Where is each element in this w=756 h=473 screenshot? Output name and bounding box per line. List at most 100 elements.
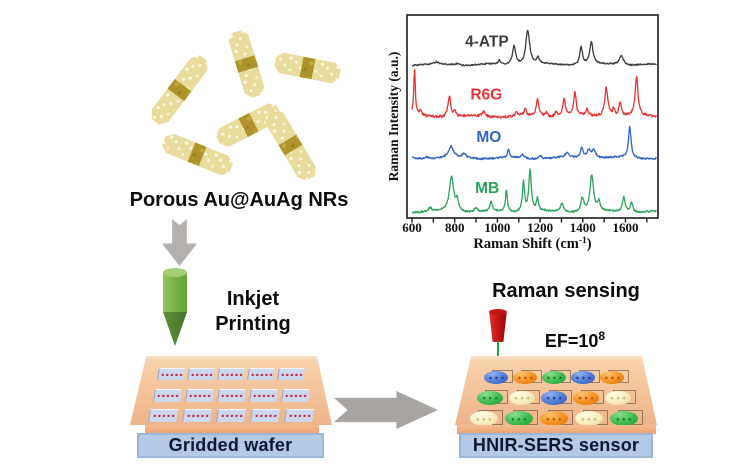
droplet-dots	[544, 395, 564, 402]
wafer-row	[130, 389, 332, 402]
raman-probe-body	[489, 313, 507, 342]
sensor-cell	[600, 370, 630, 384]
gridded-wafer-label: Gridded wafer	[168, 435, 293, 455]
printed-ink-dots	[188, 394, 211, 398]
sensor-cell	[477, 390, 508, 405]
wafer-cell	[277, 368, 305, 380]
wafer-cell	[184, 389, 214, 402]
analyte-droplet	[541, 391, 567, 405]
wafer-cell	[216, 409, 246, 422]
gridded-wafer-base: Gridded wafer	[137, 433, 324, 458]
wafer-cell	[280, 389, 310, 402]
sensor-cell	[575, 410, 608, 426]
droplet-dots	[574, 374, 592, 381]
droplet-dots	[545, 374, 563, 381]
printed-ink-dots	[284, 394, 307, 398]
nanorod	[147, 52, 212, 129]
sensor-cell	[470, 410, 503, 426]
x-tick-label: 1000	[484, 220, 510, 235]
nanorod	[273, 51, 342, 84]
droplet-dots	[509, 415, 529, 423]
analyte-droplet	[505, 411, 533, 426]
sensor-cell	[571, 370, 601, 384]
printed-ink-dots	[156, 394, 179, 398]
raman-probe-top	[489, 309, 507, 315]
analyte-droplet	[513, 371, 537, 384]
droplet-dots	[603, 374, 621, 381]
analyte-droplet	[600, 371, 624, 384]
analyte-droplet	[477, 391, 503, 405]
droplet-dots	[544, 415, 564, 423]
analyte-droplet	[573, 391, 599, 405]
wafer-cell	[247, 368, 275, 380]
printed-ink-dots	[288, 414, 311, 418]
nanorod	[226, 28, 266, 99]
wafer-cell	[157, 368, 185, 380]
sensor-cell	[540, 410, 573, 426]
porous-nanorods-label: Porous Au@AuAg NRs	[129, 189, 349, 211]
inkjet-nozzle-top	[163, 268, 187, 277]
nanorod-band	[299, 57, 315, 80]
droplet-dots	[608, 395, 628, 402]
wafer-row	[130, 409, 332, 422]
printed-ink-dots	[160, 372, 183, 377]
printed-ink-dots	[220, 394, 243, 398]
printed-ink-dots	[220, 372, 243, 377]
printed-ink-dots	[152, 414, 175, 418]
droplet-dots	[474, 415, 494, 423]
analyte-droplet	[610, 411, 638, 426]
sensor-cell	[513, 370, 543, 384]
analyte-droplet	[540, 411, 568, 426]
sensor-row	[455, 370, 657, 384]
nanorod-band	[167, 79, 191, 101]
analyte-droplet	[509, 391, 535, 405]
x-tick-label: 1400	[570, 220, 596, 235]
sensor-cell	[505, 410, 538, 426]
wafer-cell	[250, 409, 280, 422]
wafer-cell	[148, 409, 178, 422]
droplet-dots	[512, 395, 532, 402]
analyte-droplet	[484, 371, 508, 384]
wafer-cell	[217, 368, 245, 380]
sensor-cell	[610, 410, 643, 426]
printed-ink-dots	[250, 372, 273, 377]
inkjet-nozzle-body	[163, 272, 187, 313]
series-label-4-atp: 4-ATP	[465, 34, 509, 51]
series-label-r6g: R6G	[470, 87, 502, 104]
series-label-mb: MB	[475, 180, 499, 197]
printed-ink-dots	[186, 414, 209, 418]
wafer-cell	[284, 409, 314, 422]
x-axis-label: Raman Shift (cm-1)	[473, 236, 591, 252]
droplet-dots	[579, 415, 599, 423]
printed-ink-dots	[252, 394, 275, 398]
x-tick-label: 600	[402, 220, 422, 235]
droplet-dots	[576, 395, 596, 402]
analyte-droplet	[605, 391, 631, 405]
droplet-dots	[480, 395, 500, 402]
wafer-row	[130, 368, 332, 380]
analyte-droplet	[571, 371, 595, 384]
y-axis-label: Raman Intensity (a.u.)	[388, 52, 401, 182]
printed-ink-dots	[280, 372, 303, 377]
x-tick-label: 1200	[527, 220, 553, 235]
enhancement-factor-label: EF=108	[544, 329, 606, 351]
raman-sensing-label: Raman sensing	[492, 280, 640, 302]
series-label-mo: MO	[476, 129, 501, 146]
raman-spectra-chart: 4-ATP R6G MO MB 600 800 1000 1200 1400 1600 Raman …	[388, 14, 659, 252]
analyte-droplet	[470, 411, 498, 426]
printed-ink-dots	[190, 372, 213, 377]
analyte-droplet	[542, 371, 566, 384]
printed-ink-dots	[220, 414, 243, 418]
wafer-cell	[187, 368, 215, 380]
droplet-dots	[516, 374, 534, 381]
droplet-dots	[487, 374, 505, 381]
sensor-cell	[509, 390, 540, 405]
sensor-cell	[484, 370, 514, 384]
x-tick-label: 800	[445, 220, 465, 235]
printed-ink-dots	[254, 414, 277, 418]
wafer-cell	[248, 389, 278, 402]
sensor-cell	[573, 390, 604, 405]
wafer-cell	[216, 389, 246, 402]
wafer-cell	[152, 389, 182, 402]
